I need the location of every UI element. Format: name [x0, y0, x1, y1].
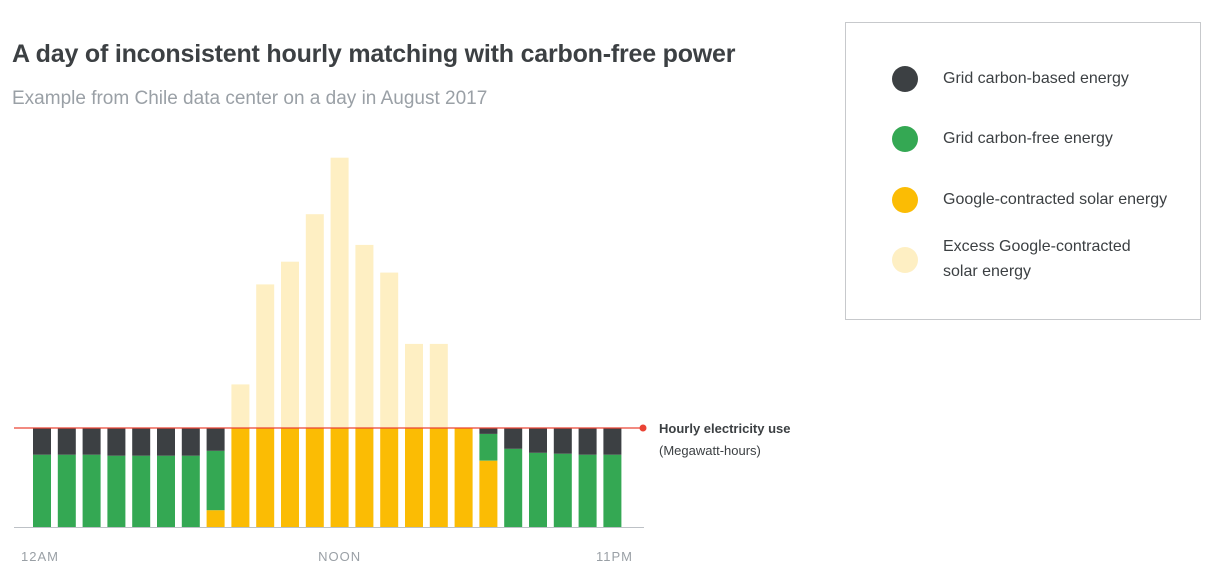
bar-segment-grid-carbon [157, 428, 175, 456]
bar-segment-google-solar [355, 428, 374, 527]
bar-segment-grid-carbon [181, 428, 200, 456]
bar-segment-excess-solar [305, 214, 324, 428]
bar-segment-excess-solar [355, 244, 374, 429]
legend-swatch-grid-carbon [892, 66, 918, 92]
bar-segment-grid-carbon-free [82, 454, 101, 527]
bar-segment-excess-solar [405, 343, 423, 429]
x-tick-label: 12AM [21, 549, 59, 564]
bar-segment-grid-carbon [479, 428, 498, 434]
legend-label-grid-carbon-free: Grid carbon-free energy [943, 130, 1113, 147]
legend-label-excess-solar: Excess Google-contracted solar energy [943, 238, 1131, 280]
bar-segment-grid-carbon-free [479, 433, 498, 461]
bar-segment-google-solar [405, 428, 423, 527]
hourly-usage-dot [639, 424, 647, 432]
bar-segment-google-solar [231, 428, 250, 527]
bar-segment-grid-carbon [206, 428, 225, 451]
bar-segment-grid-carbon [82, 428, 101, 455]
bar-segment-excess-solar [380, 272, 399, 428]
bar-segment-excess-solar [231, 384, 250, 428]
bar-segment-google-solar [330, 428, 349, 527]
bar-segment-grid-carbon [33, 428, 51, 455]
legend: Grid carbon-based energy Grid carbon-fre… [845, 22, 1201, 320]
bar-segment-grid-carbon-free [107, 455, 126, 527]
bar-segment-google-solar [256, 428, 275, 527]
bar-segment-grid-carbon-free [529, 452, 547, 528]
bar-segment-google-solar [380, 428, 399, 527]
reference-line-label: Hourly electricity use [659, 421, 791, 436]
bar-segment-excess-solar [330, 157, 349, 428]
legend-swatch-google-solar [892, 187, 918, 213]
bar-segment-google-solar [281, 428, 299, 527]
bar-segment-grid-carbon-free [553, 453, 572, 527]
legend-swatch-excess-solar [892, 247, 918, 273]
bar-segment-grid-carbon-free [504, 448, 523, 527]
bar-segment-google-solar [206, 510, 225, 527]
x-tick-label: NOON [318, 549, 361, 564]
bar-segment-grid-carbon [132, 428, 151, 456]
bar-segment-excess-solar [429, 343, 448, 429]
bar-segment-grid-carbon-free [603, 454, 622, 527]
bar-segment-grid-carbon-free [157, 455, 175, 527]
bar-segment-google-solar [454, 428, 473, 527]
bar-segment-google-solar [479, 460, 498, 527]
legend-label-google-solar: Google-contracted solar energy [943, 191, 1168, 208]
chart-subtitle: Example from Chile data center on a day … [12, 88, 488, 109]
bar-segment-excess-solar [281, 261, 299, 428]
bar-segment-grid-carbon [578, 428, 597, 455]
bar-segment-grid-carbon-free [132, 455, 151, 527]
bar-segment-grid-carbon-free [206, 450, 225, 511]
bar-segment-grid-carbon [504, 428, 523, 449]
bar-segment-grid-carbon [603, 428, 622, 455]
stacked-bar-chart: Hourly electricity use (Megawatt-hours) 12… [14, 157, 791, 564]
x-tick-label: 11PM [596, 549, 633, 564]
bar-segment-grid-carbon [107, 428, 126, 456]
bar-segment-google-solar [305, 428, 324, 527]
bar-segment-google-solar [429, 428, 448, 527]
chart-title: A day of inconsistent hourly matching wi… [12, 40, 736, 68]
reference-line-sublabel: (Megawatt-hours) [659, 443, 761, 458]
bar-segment-grid-carbon [57, 428, 76, 455]
bar-segment-grid-carbon-free [578, 454, 597, 527]
bar-segment-grid-carbon-free [181, 455, 200, 527]
bar-segment-excess-solar [256, 284, 275, 428]
legend-label-grid-carbon: Grid carbon-based energy [943, 70, 1129, 87]
bar-segment-grid-carbon [553, 428, 572, 454]
bar-segment-grid-carbon-free [57, 454, 76, 527]
bar-segment-grid-carbon [529, 428, 547, 453]
legend-swatch-grid-carbon-free [892, 126, 918, 152]
bar-segment-grid-carbon-free [33, 454, 51, 527]
